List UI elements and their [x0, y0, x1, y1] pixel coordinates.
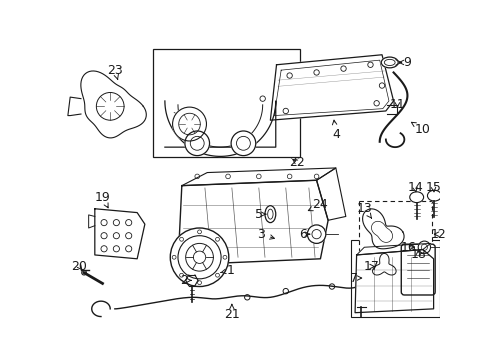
- Ellipse shape: [427, 190, 441, 201]
- Text: 21: 21: [224, 305, 240, 321]
- Circle shape: [97, 93, 124, 120]
- Circle shape: [172, 107, 206, 141]
- Ellipse shape: [410, 192, 423, 203]
- Circle shape: [186, 243, 214, 271]
- Text: 10: 10: [412, 122, 431, 136]
- Text: 7: 7: [349, 271, 362, 284]
- Text: 11: 11: [390, 98, 405, 111]
- Bar: [351, 239, 440, 316]
- Polygon shape: [357, 243, 431, 255]
- Circle shape: [185, 131, 210, 156]
- Text: 1: 1: [221, 264, 234, 277]
- Ellipse shape: [265, 206, 276, 222]
- Text: 3: 3: [257, 228, 274, 240]
- Polygon shape: [363, 209, 404, 249]
- Ellipse shape: [381, 57, 398, 68]
- Circle shape: [194, 251, 206, 264]
- Text: 17: 17: [364, 260, 380, 273]
- Polygon shape: [372, 253, 396, 275]
- Circle shape: [307, 225, 326, 243]
- Text: 16: 16: [401, 241, 417, 254]
- Polygon shape: [178, 180, 328, 265]
- Text: 19: 19: [95, 191, 110, 208]
- Text: 8: 8: [0, 359, 1, 360]
- Text: 13: 13: [356, 202, 372, 218]
- Polygon shape: [355, 249, 434, 313]
- Polygon shape: [182, 168, 336, 186]
- Circle shape: [418, 241, 431, 253]
- Text: 12: 12: [430, 228, 446, 240]
- Text: 24: 24: [308, 198, 328, 211]
- Text: 22: 22: [290, 156, 305, 169]
- Polygon shape: [81, 71, 147, 138]
- Polygon shape: [317, 168, 346, 220]
- Circle shape: [171, 228, 229, 287]
- Text: 2: 2: [180, 274, 191, 287]
- Text: 9: 9: [399, 56, 412, 69]
- Polygon shape: [270, 55, 393, 120]
- Text: 18: 18: [410, 248, 426, 261]
- Circle shape: [231, 131, 256, 156]
- Text: 14: 14: [407, 181, 423, 194]
- Polygon shape: [165, 101, 276, 156]
- Circle shape: [178, 236, 221, 279]
- Text: 20: 20: [72, 260, 87, 273]
- Text: 15: 15: [426, 181, 441, 194]
- FancyBboxPatch shape: [401, 244, 435, 295]
- Polygon shape: [68, 97, 81, 116]
- Polygon shape: [95, 209, 145, 259]
- Text: 23: 23: [107, 64, 122, 80]
- Bar: [153, 49, 300, 157]
- Text: 4: 4: [332, 120, 340, 140]
- Bar: [359, 201, 432, 282]
- Text: 6: 6: [299, 228, 310, 240]
- Text: 5: 5: [255, 208, 266, 221]
